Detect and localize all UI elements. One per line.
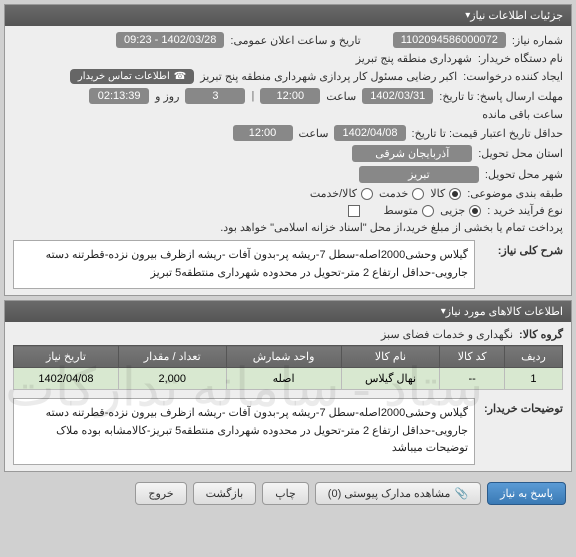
print-button[interactable]: چاپ — [262, 482, 309, 505]
attachments-button[interactable]: 📎 مشاهده مدارک پیوستی (0) — [315, 482, 481, 505]
radio-partial[interactable]: جزیی — [440, 204, 481, 217]
table-header-row: ردیف کد کالا نام کالا واحد شمارش تعداد /… — [14, 346, 563, 368]
hour-label-1: ساعت — [326, 90, 356, 103]
attachments-label: مشاهده مدارک پیوستی (0) — [328, 487, 451, 500]
validity-hour-value: 12:00 — [233, 125, 293, 141]
province-label: استان محل تحویل: — [478, 147, 563, 160]
group-value: نگهداری و خدمات فضای سبز — [381, 328, 513, 341]
reply-button[interactable]: پاسخ به نیاز — [487, 482, 566, 505]
th-unit: واحد شمارش — [226, 346, 341, 368]
need-no-value: 1102094586000072 — [393, 32, 506, 48]
group-label: گروه کالا: — [519, 328, 563, 341]
separator: | — [251, 90, 254, 102]
radio-medium-label: متوسط — [384, 204, 419, 217]
validity-label: حداقل تاریخ اعتبار قیمت: تا تاریخ: — [412, 127, 563, 140]
buyer-notes-label: توضیحات خریدار: — [483, 398, 563, 415]
radio-service-label: خدمت — [379, 187, 408, 200]
province-value: آذربایجان شرقی — [352, 145, 472, 162]
radio-goods-label: کالا — [430, 187, 445, 200]
radio-medium[interactable]: متوسط — [384, 204, 435, 217]
radio-dot-icon — [469, 205, 481, 217]
radio-partial-label: جزیی — [440, 204, 465, 217]
back-button[interactable]: بازگشت — [193, 482, 257, 505]
radio-dot-icon — [449, 188, 461, 200]
contact-link[interactable]: ☎ اطلاعات تماس خریدار — [70, 69, 194, 84]
radio-dot-icon — [422, 205, 434, 217]
cell-date: 1402/04/08 — [14, 368, 119, 390]
exit-button[interactable]: خروج — [135, 482, 186, 505]
reply-hour-value: 12:00 — [260, 88, 320, 104]
buyer-label: نام دستگاه خریدار: — [478, 52, 563, 65]
th-qty: تعداد / مقدار — [118, 346, 226, 368]
remain-label: ساعت باقی مانده — [482, 108, 563, 121]
radio-dot-icon — [412, 188, 424, 200]
paperclip-icon: 📎 — [454, 487, 468, 500]
radio-both-label: کالا/خدمت — [310, 187, 357, 200]
radio-service[interactable]: خدمت — [379, 187, 424, 200]
reply-date-value: 1402/03/31 — [362, 88, 433, 104]
treasury-checkbox[interactable] — [348, 205, 360, 217]
th-row: ردیف — [504, 346, 562, 368]
panel-header-info: جزئیات اطلاعات نیاز ▾ — [5, 5, 571, 26]
days-value: 3 — [185, 88, 245, 104]
process-type-label: نوع فرآیند خرید : — [487, 204, 563, 217]
and-day-label: روز و — [155, 90, 179, 103]
pay-note-label: پرداخت تمام یا بخشی از مبلغ خرید،از محل … — [220, 221, 563, 234]
reply-deadline-label: مهلت ارسال پاسخ: تا تاریخ: — [439, 90, 563, 103]
announce-dt-label: تاریخ و ساعت اعلان عمومی: — [230, 34, 360, 47]
chevron-down-icon[interactable]: ▾ — [465, 10, 470, 21]
buyer-value: شهرداری منطقه پنج تبریز — [356, 52, 472, 65]
radio-goods[interactable]: کالا — [430, 187, 461, 200]
panel-title: جزئیات اطلاعات نیاز — [470, 9, 563, 22]
cell-unit: اصله — [226, 368, 341, 390]
cell-row: 1 — [504, 368, 562, 390]
countdown-value: 02:13:39 — [89, 88, 149, 104]
table-row[interactable]: 1 -- نهال گیلاس اصله 2,000 1402/04/08 — [14, 368, 563, 390]
city-label: شهر محل تحویل: — [485, 168, 563, 181]
need-info-panel: جزئیات اطلاعات نیاز ▾ شماره نیاز: 110209… — [4, 4, 572, 296]
panel-title-goods: اطلاعات کالاهای مورد نیاز — [446, 305, 563, 318]
need-desc-label: شرح کلی نیاز: — [483, 240, 563, 257]
panel-header-goods: اطلاعات کالاهای مورد نیاز ▾ — [5, 301, 571, 322]
radio-both[interactable]: کالا/خدمت — [310, 187, 373, 200]
goods-panel: اطلاعات کالاهای مورد نیاز ▾ گروه کالا: ن… — [4, 300, 572, 472]
cell-name: نهال گیلاس — [341, 368, 440, 390]
cell-code: -- — [440, 368, 505, 390]
th-date: تاریخ نیاز — [14, 346, 119, 368]
requester-label: ایجاد کننده درخواست: — [463, 70, 563, 83]
need-no-label: شماره نیاز: — [512, 34, 563, 47]
buyer-notes-text: گیلاس وحشی2000اصله-سطل 7-ریشه پر-بدون آف… — [13, 398, 475, 465]
goods-table: ردیف کد کالا نام کالا واحد شمارش تعداد /… — [13, 345, 563, 390]
th-code: کد کالا — [440, 346, 505, 368]
contact-link-label: اطلاعات تماس خریدار — [78, 71, 170, 82]
radio-dot-icon — [361, 188, 373, 200]
need-desc-text: گیلاس وحشی2000اصله-سطل 7-ریشه پر-بدون آف… — [13, 240, 475, 289]
city-value: تبریز — [359, 166, 479, 183]
category-label: طبقه بندی موضوعی: — [467, 187, 563, 200]
chevron-down-icon[interactable]: ▾ — [441, 306, 446, 317]
phone-icon: ☎ — [174, 71, 186, 82]
footer-bar: پاسخ به نیاز 📎 مشاهده مدارک پیوستی (0) چ… — [4, 476, 572, 511]
th-name: نام کالا — [341, 346, 440, 368]
announce-dt-value: 1402/03/28 - 09:23 — [116, 32, 224, 48]
validity-date-value: 1402/04/08 — [334, 125, 405, 141]
cell-qty: 2,000 — [118, 368, 226, 390]
hour-label-2: ساعت — [299, 127, 329, 140]
requester-value: اکبر رضایی مسئول کار پردازی شهرداری منطق… — [200, 70, 457, 83]
